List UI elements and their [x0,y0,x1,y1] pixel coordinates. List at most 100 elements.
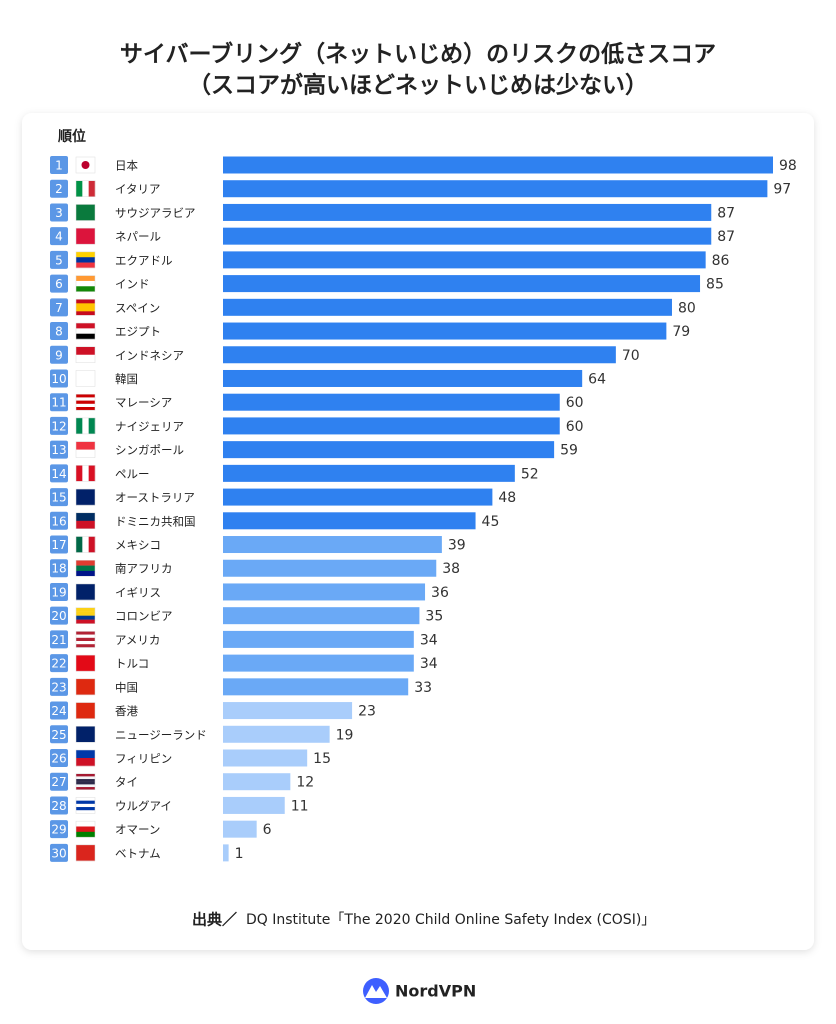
country-label: タイ [115,775,138,789]
value-label: 6 [263,822,272,838]
rank-badge [50,227,68,246]
value-label: 70 [622,348,640,364]
rank-badge [50,345,68,364]
flag-stripe [76,520,95,529]
bar [223,417,560,435]
bar [223,607,420,625]
rank: 12 [51,419,66,433]
card [22,113,814,950]
flag-border [75,559,96,577]
flag-border [75,417,96,435]
flag [75,797,96,814]
bar [223,820,257,838]
country-label: エクアドル [115,253,173,267]
country-label: イギリス [115,585,161,599]
rank-badge [50,298,68,317]
flag-stripe [76,465,83,482]
rank: 4 [55,230,63,244]
flag-stripe [76,803,95,808]
rank: 15 [51,491,66,505]
flag-stripe [76,303,95,308]
flag-stripe [76,583,95,601]
country-label: アメリカ [115,633,160,647]
flag-stripe [76,831,95,838]
flag-border [75,512,96,530]
country-label: サウジアラビア [115,206,196,220]
rank: 28 [51,799,66,813]
country-label: ネパール [115,230,161,244]
value-label: 87 [717,205,735,221]
value-label: 45 [482,514,500,530]
value-label: 33 [414,680,432,696]
chart-subtitle: （スコアが高いほどネットいじめは少ない） [188,72,648,99]
flag-stripe [88,180,96,197]
flag-stripe [76,570,95,577]
rank-badge [50,369,68,388]
bar [223,536,442,554]
value-label: 11 [291,798,309,814]
country-label: ベトナム [115,846,161,860]
flag-stripe [76,702,95,719]
flag-stripe [76,400,95,404]
flag [75,227,96,245]
value-label: 59 [560,443,578,459]
flag-border [75,654,96,672]
rank-badge [50,677,68,696]
flag [75,820,96,838]
flag [75,773,96,790]
flag-stripe [76,251,95,258]
value-label: 39 [448,538,466,554]
flag-stripe [76,800,95,805]
bar [223,346,616,364]
flag-stripe [76,726,95,743]
value-label: 1 [235,846,244,862]
flag [75,559,96,577]
flag-stripe [76,407,95,411]
flag-border [75,797,96,814]
bar [223,678,409,696]
rank-badge [50,820,68,839]
flag-stripe [76,204,95,221]
flag-stripe [76,758,95,767]
value-label: 34 [420,656,438,672]
rank-badge [50,630,68,649]
flag-border [75,749,96,767]
flag-stripe [88,536,96,553]
flag-stripe [76,565,95,572]
bar [223,156,773,174]
rank-badge [50,796,68,815]
rank: 23 [51,680,66,694]
rank-badge [50,156,68,174]
rank: 27 [51,775,66,789]
rank: 14 [51,467,66,481]
flag-stripe [76,607,95,612]
rank-badge [50,559,68,578]
rank: 7 [55,301,63,315]
country-label: トルコ [115,657,149,671]
flag-stripe [76,655,95,672]
rank: 11 [51,396,66,410]
rank: 25 [51,728,66,742]
flag [75,156,96,174]
value-label: 35 [425,609,443,625]
rank: 22 [51,657,66,671]
flag-stripe [76,644,95,648]
flag [75,346,96,364]
source-label: 出典／ [192,911,237,929]
value-label: 52 [521,466,539,482]
rank-badge [50,772,68,791]
bar [223,227,712,245]
value-label: 60 [566,395,584,411]
flag-stripe [82,180,89,197]
rank-badge [50,511,68,530]
flag-stripe [76,262,95,269]
country-label: コロンビア [115,609,173,623]
flag-border [75,536,96,553]
country-label: 韓国 [115,372,138,386]
rank-badge [50,606,68,625]
logo-icon [363,978,389,1004]
flag-stripe [76,299,95,304]
flag-border [75,678,96,696]
flag-stripe [76,637,95,642]
